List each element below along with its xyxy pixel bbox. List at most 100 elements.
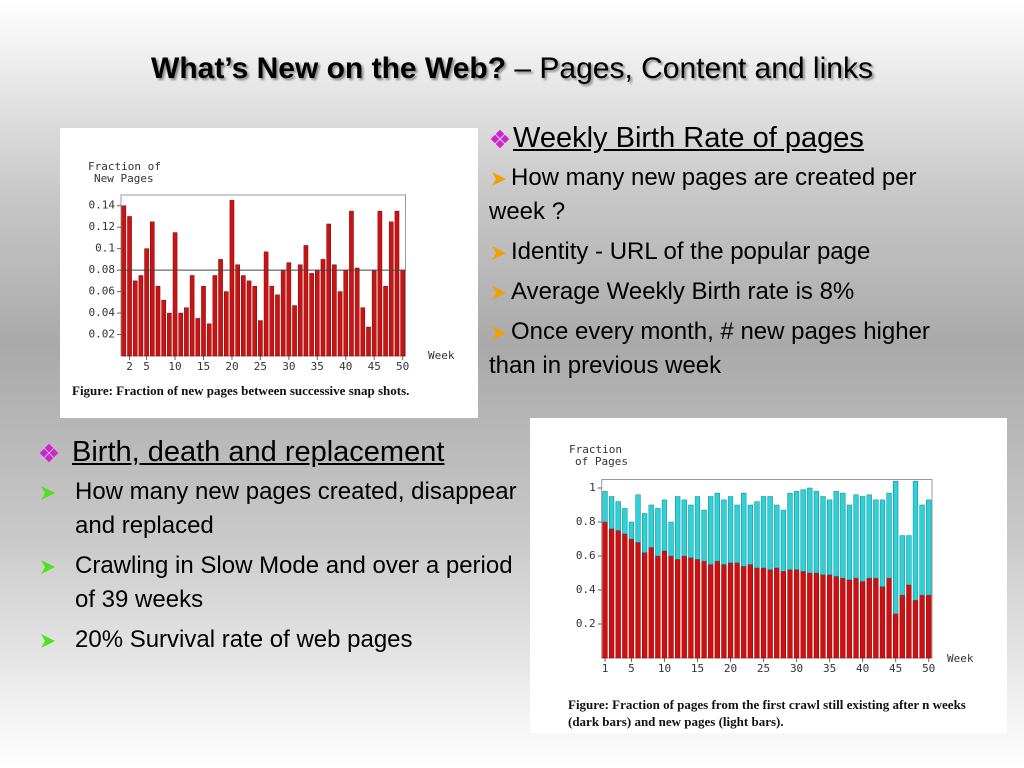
bar-segment <box>688 557 694 659</box>
title-main: What’s New on the Web? <box>151 52 507 85</box>
slide-title: What’s New on the Web? – Pages, Content … <box>0 52 1024 86</box>
bar-segment <box>780 509 786 572</box>
bar-segment <box>912 599 919 659</box>
bar-segment <box>754 501 760 569</box>
x-tick-label: 35 <box>311 360 324 373</box>
x-tick-label: 50 <box>922 662 935 675</box>
bar-segment <box>866 494 872 579</box>
bar <box>320 259 326 357</box>
bullet <box>41 559 55 574</box>
bar-segment <box>820 496 826 575</box>
bar-segment <box>608 528 615 659</box>
x-tick-label: 10 <box>168 360 181 373</box>
bar-segment <box>668 521 674 557</box>
bar-segment <box>866 577 872 659</box>
bar-segment <box>681 555 687 659</box>
bar <box>400 269 405 357</box>
bar-segment <box>747 504 753 565</box>
bar-segment <box>642 513 648 553</box>
bar <box>360 307 366 357</box>
bar <box>229 200 235 357</box>
caption: Figure: Fraction of new pages between su… <box>72 382 472 399</box>
item-text: Once every month, # new pages higher tha… <box>489 318 930 379</box>
bar-segment <box>793 491 800 570</box>
bar-segment <box>767 496 773 570</box>
item-text: Identity - URL of the popular page <box>511 238 871 265</box>
bar-segment <box>741 492 747 567</box>
bar-segment <box>833 576 839 659</box>
heading-text: Weekly Birth Rate of pages <box>513 122 864 154</box>
y-tick-label: 0.12 <box>89 220 116 233</box>
bar-segment <box>846 504 853 581</box>
bar <box>343 269 349 357</box>
y-tick-label: 0.02 <box>89 328 116 341</box>
bar <box>377 210 383 357</box>
bar-segment <box>919 594 925 659</box>
y-tick-label: 0.08 <box>89 263 116 276</box>
bar-segment <box>820 574 826 659</box>
bar-segment <box>622 533 628 659</box>
bar <box>258 320 263 357</box>
bar <box>394 210 400 357</box>
bullet <box>39 444 59 463</box>
x-tick-label: 30 <box>790 662 803 675</box>
y-tick-label: 0.6 <box>576 549 596 562</box>
bar-segment <box>721 564 727 659</box>
title-sub: – Pages, Content and links <box>506 52 873 85</box>
plot-frame <box>120 194 406 357</box>
bar-segment <box>615 530 621 659</box>
y-tick-label: 0.2 <box>576 617 596 630</box>
figure: Fraction of Pages Week 0.2 0.4 0.6 0.8 1 1 5 10 15 2… <box>530 418 1007 733</box>
bar <box>189 275 195 357</box>
caption-label: Figure <box>568 697 605 712</box>
bullet <box>490 130 510 149</box>
bar <box>309 273 314 357</box>
bar-segment <box>734 504 740 564</box>
bar <box>132 280 138 357</box>
bar-segment <box>708 496 714 565</box>
bar-segment <box>602 491 608 523</box>
bar-segment <box>767 569 773 659</box>
bar <box>218 259 223 357</box>
x-tick-label: 5 <box>143 360 150 373</box>
bar-segment <box>879 499 886 587</box>
bar <box>167 312 172 357</box>
bullet <box>41 633 55 648</box>
bar-segment <box>655 508 661 557</box>
bar <box>206 323 212 357</box>
x-tick-label: 20 <box>225 360 238 373</box>
section-heading: Weekly Birth Rate of pages <box>489 122 959 155</box>
bar-segment <box>899 535 905 596</box>
bar-segment <box>708 564 714 659</box>
x-tick-label: 15 <box>197 360 210 373</box>
bar <box>195 318 201 357</box>
bullet-item: How many new pages are created per week … <box>489 161 959 229</box>
bar-segment <box>727 562 734 659</box>
bar-segment <box>774 504 780 569</box>
bar-segment <box>893 480 899 615</box>
bar-segment <box>760 567 767 659</box>
bar <box>246 280 252 357</box>
bar-segment <box>919 504 925 596</box>
x-tick-label: 25 <box>757 662 770 675</box>
bar-segment <box>860 581 866 659</box>
bar <box>127 216 132 357</box>
x-tick-label: 1 <box>602 662 609 675</box>
bar <box>223 291 229 357</box>
bar-segment <box>787 569 793 659</box>
bar-segment <box>926 594 932 659</box>
bar-segment <box>879 586 886 659</box>
bar-segment <box>681 499 687 557</box>
y-tick-label: 1 <box>589 481 596 494</box>
y-axis-label: of Pages <box>575 455 628 468</box>
bar <box>241 275 246 357</box>
x-tick-label: 45 <box>889 662 902 675</box>
y-tick-label: 0.1 <box>95 242 115 255</box>
bar-segment <box>701 509 707 562</box>
bullet <box>492 285 506 300</box>
bar-segment <box>846 579 853 659</box>
bar-segment <box>602 521 608 659</box>
bar <box>303 245 309 357</box>
bullet <box>492 325 506 340</box>
